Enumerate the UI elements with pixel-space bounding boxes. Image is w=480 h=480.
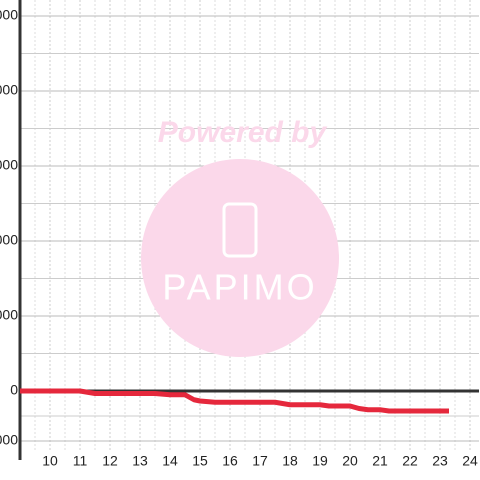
- line-series: [20, 388, 449, 414]
- y-tick-label: 150,000: [0, 7, 18, 23]
- x-tick-label: 12: [102, 453, 118, 469]
- y-tick-label: -20,000: [0, 432, 18, 448]
- x-tick-label: 14: [162, 453, 178, 469]
- y-tick-label: 60,000: [0, 232, 18, 248]
- x-tick-label: 18: [282, 453, 298, 469]
- watermark-circle: [141, 159, 339, 357]
- x-tick-label: 15: [192, 453, 208, 469]
- y-tick-label: 30,000: [0, 307, 18, 323]
- x-tick-label: 11: [73, 453, 88, 469]
- x-tick-label: 23: [432, 453, 448, 469]
- x-tick-label: 24: [462, 453, 478, 469]
- x-tick-label: 10: [42, 453, 58, 469]
- x-tick-label: 16: [222, 453, 238, 469]
- x-tick-label: 22: [402, 453, 418, 469]
- x-tick-label: 17: [252, 453, 268, 469]
- watermark-logo: PAPIMO: [162, 267, 317, 308]
- y-tick-label: 0: [10, 382, 18, 398]
- y-tick-label: 90,000: [0, 157, 18, 173]
- watermark-text: Powered by: [158, 116, 328, 149]
- watermark-phone: [222, 202, 258, 258]
- x-tick-label: 21: [372, 453, 388, 469]
- x-tick-label: 13: [132, 453, 148, 469]
- watermark: Powered by PAPIMO: [141, 116, 339, 357]
- x-tick-label: 20: [342, 453, 358, 469]
- y-tick-label: 120,000: [0, 82, 18, 98]
- x-tick-label: 19: [312, 453, 328, 469]
